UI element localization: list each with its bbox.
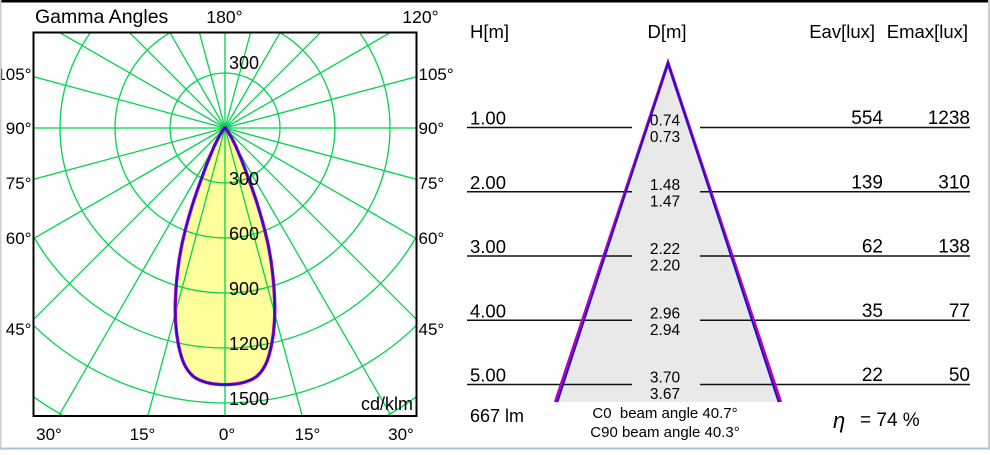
polar-spoke xyxy=(33,127,226,321)
diameter-c90-value: 3.67 xyxy=(650,386,680,403)
ring-label: 600 xyxy=(229,224,259,244)
height-value: 3.00 xyxy=(470,236,506,257)
polar-spoke xyxy=(224,127,303,416)
c0-beam-angle-label: C0 beam angle 40.7° xyxy=(592,405,737,422)
table-row: 2.00 1.481.47 139 310 xyxy=(467,172,970,210)
diameter-c90-value: 0.73 xyxy=(650,129,680,146)
diameter-c0-value: 2.96 xyxy=(650,305,680,322)
cone-static-labels: H[m] D[m] Eav[lux] Emax[lux] 667 lm C0 b… xyxy=(470,21,968,441)
polar-diagram: 300 300 600 900 1200 1500 105° 90° 75° 60° 45° 105°… xyxy=(0,31,454,444)
gamma-label-bottom: 15° xyxy=(295,425,321,444)
eav-value: 35 xyxy=(862,301,883,322)
gamma-label-left: 90° xyxy=(6,119,32,138)
eav-value: 554 xyxy=(851,108,883,129)
gamma-label-bottom: 30° xyxy=(388,425,414,444)
polar-spoke xyxy=(169,32,226,129)
diameter-c0-value: 1.48 xyxy=(650,177,680,194)
efficiency-symbol: η xyxy=(833,408,845,433)
polar-spoke xyxy=(57,127,226,416)
gamma-label-right: 60° xyxy=(419,229,445,248)
luminous-flux-label: 667 lm xyxy=(470,406,524,426)
polar-spoke xyxy=(33,76,226,129)
emax-value: 50 xyxy=(949,365,970,386)
gamma-label-right: 75° xyxy=(419,174,445,193)
light-cone-fill xyxy=(557,63,779,402)
polar-grid xyxy=(33,32,417,416)
diameter-c0-value: 0.74 xyxy=(650,113,681,130)
diameter-c0-value: 2.22 xyxy=(650,241,680,258)
table-row: 4.00 2.962.94 35 77 xyxy=(467,300,970,339)
diameter-c90-value: 2.94 xyxy=(650,322,681,339)
polar-spoke xyxy=(147,127,226,416)
ring-label: 1500 xyxy=(229,389,269,409)
height-value: 1.00 xyxy=(470,108,506,129)
polar-spoke xyxy=(224,76,417,129)
polar-spoke xyxy=(58,32,226,129)
intensity-curve-c90-outline xyxy=(174,127,276,386)
table-row: 1.00 0.740.73 554 1238 xyxy=(467,108,970,146)
polar-spoke xyxy=(224,32,392,129)
gamma-label-left: 75° xyxy=(6,174,32,193)
polar-spoke xyxy=(33,127,226,180)
ring-label-top: 300 xyxy=(229,53,259,73)
polar-spoke xyxy=(224,127,393,416)
eav-value: 139 xyxy=(851,172,883,193)
emax-value: 138 xyxy=(938,237,970,258)
polar-spoke xyxy=(224,127,417,240)
polar-spoke xyxy=(33,127,226,240)
polar-plot-border xyxy=(32,31,418,417)
gamma-label-bottom: 30° xyxy=(36,425,62,444)
height-value: 2.00 xyxy=(470,172,506,193)
header-height: H[m] xyxy=(470,21,509,42)
cone-edge-c90 xyxy=(556,60,780,403)
header-diameter: D[m] xyxy=(647,21,686,42)
gamma-label-left: 60° xyxy=(6,229,32,248)
efficiency-value: = 74 % xyxy=(860,410,920,431)
diameter-c90-value: 2.20 xyxy=(650,258,681,275)
table-row: 5.00 3.703.67 22 50 xyxy=(467,365,970,403)
emax-value: 1238 xyxy=(928,108,970,129)
gamma-label-bottom: 0° xyxy=(219,425,235,444)
polar-spoke xyxy=(224,32,252,129)
height-value: 4.00 xyxy=(470,300,506,321)
table-row: 3.00 2.222.20 62 138 xyxy=(467,236,970,275)
eav-value: 62 xyxy=(862,237,883,258)
emax-value: 310 xyxy=(938,172,970,193)
polar-title: Gamma Angles xyxy=(35,6,169,28)
polar-spoke xyxy=(224,32,322,129)
polar-spoke xyxy=(224,127,417,321)
polar-unit-label: cd/klm xyxy=(361,394,413,414)
gamma-label-right: 45° xyxy=(419,320,445,339)
gamma-label-right: 105° xyxy=(419,65,454,84)
eav-value: 22 xyxy=(862,365,883,386)
emax-value: 77 xyxy=(949,301,970,322)
polar-spoke xyxy=(198,32,226,129)
polar-top-label-180: 180° xyxy=(206,7,242,27)
polar-spoke xyxy=(128,32,226,129)
ring-label: 300 xyxy=(229,169,259,189)
c90-beam-angle-label: C90 beam angle 40.3° xyxy=(590,424,739,441)
header-emax: Emax[lux] xyxy=(887,21,968,42)
cone-diagram: 1.00 0.740.73 554 1238 2.00 1.481.47 139 310 3.0… xyxy=(467,57,970,403)
diameter-c90-value: 1.47 xyxy=(650,193,680,210)
polar-spoke xyxy=(224,32,281,129)
gamma-label-left: 45° xyxy=(6,320,32,339)
diameter-c0-value: 3.70 xyxy=(650,370,681,387)
gamma-label-bottom: 15° xyxy=(130,425,156,444)
gamma-label-right: 90° xyxy=(419,119,445,138)
header-eav: Eav[lux] xyxy=(809,21,875,42)
polar-top-label-120: 120° xyxy=(402,7,438,27)
height-value: 5.00 xyxy=(470,365,506,386)
ring-label: 1200 xyxy=(229,334,269,354)
polar-static-labels: Gamma Angles 180° 120° cd/klm xyxy=(35,6,439,414)
polar-spoke xyxy=(224,127,417,180)
gamma-label-left: 105° xyxy=(0,65,32,84)
ring-label: 900 xyxy=(229,279,259,299)
